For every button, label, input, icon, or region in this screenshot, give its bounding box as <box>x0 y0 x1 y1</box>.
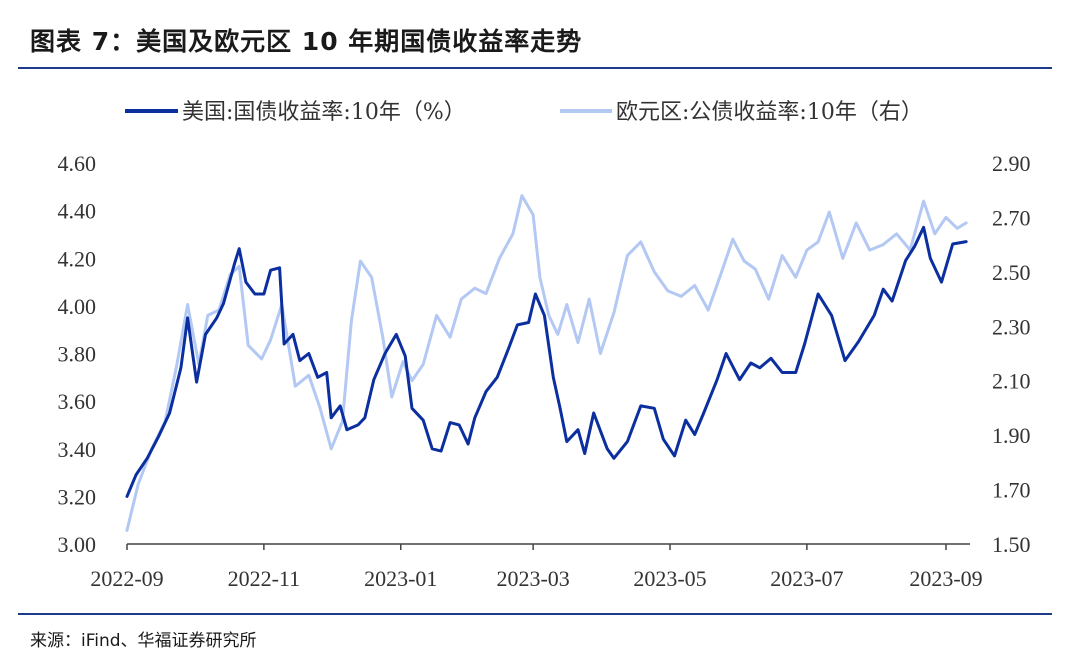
left-tick-label: 3.00 <box>58 532 97 557</box>
legend-label-eu: 欧元区:公债收益率:10年（右） <box>616 100 923 125</box>
left-tick-label: 4.00 <box>58 294 97 319</box>
left-tick-label: 3.60 <box>58 389 97 414</box>
right-tick-label: 2.10 <box>992 369 1031 394</box>
right-tick-label: 2.70 <box>992 205 1031 230</box>
legend-label-us: 美国:国债收益率:10年（%） <box>182 100 466 125</box>
legend: 美国:国债收益率:10年（%） 欧元区:公债收益率:10年（右） <box>125 100 923 125</box>
x-tick-label: 2022-11 <box>228 566 301 591</box>
right-tick-label: 1.70 <box>992 478 1031 503</box>
right-tick-label: 2.50 <box>992 260 1031 285</box>
left-tick-label: 3.40 <box>58 437 97 462</box>
left-tick-label: 4.20 <box>58 246 97 271</box>
left-tick-label: 4.40 <box>58 199 97 224</box>
left-tick-label: 4.60 <box>58 151 97 176</box>
x-tick-label: 2023-09 <box>909 566 982 591</box>
right-tick-label: 1.90 <box>992 423 1031 448</box>
x-tick-label: 2022-09 <box>90 566 163 591</box>
top-rule <box>18 67 1052 69</box>
series-line-eu <box>125 194 968 532</box>
right-tick-label: 1.50 <box>992 532 1031 557</box>
source-note: 来源：iFind、华福证券研究所 <box>30 631 257 651</box>
series-layer <box>125 194 968 532</box>
right-tick-label: 2.90 <box>992 151 1031 176</box>
left-tick-label: 3.20 <box>58 484 97 509</box>
x-tick-label: 2023-03 <box>496 566 569 591</box>
x-tick-label: 2023-01 <box>364 566 437 591</box>
axes: 3.00 3.20 3.40 3.60 3.80 4.00 4.20 4.40 4.60 1.50… <box>58 151 1031 591</box>
chart-title: 图表 7：美国及欧元区 10 年期国债收益率走势 <box>30 27 583 56</box>
right-tick-label: 2.30 <box>992 314 1031 339</box>
bottom-rule <box>18 613 1052 615</box>
series-line-us <box>125 225 968 498</box>
left-tick-label: 3.80 <box>58 342 97 367</box>
x-tick-label: 2023-07 <box>770 566 843 591</box>
x-tick-label: 2023-05 <box>633 566 706 591</box>
